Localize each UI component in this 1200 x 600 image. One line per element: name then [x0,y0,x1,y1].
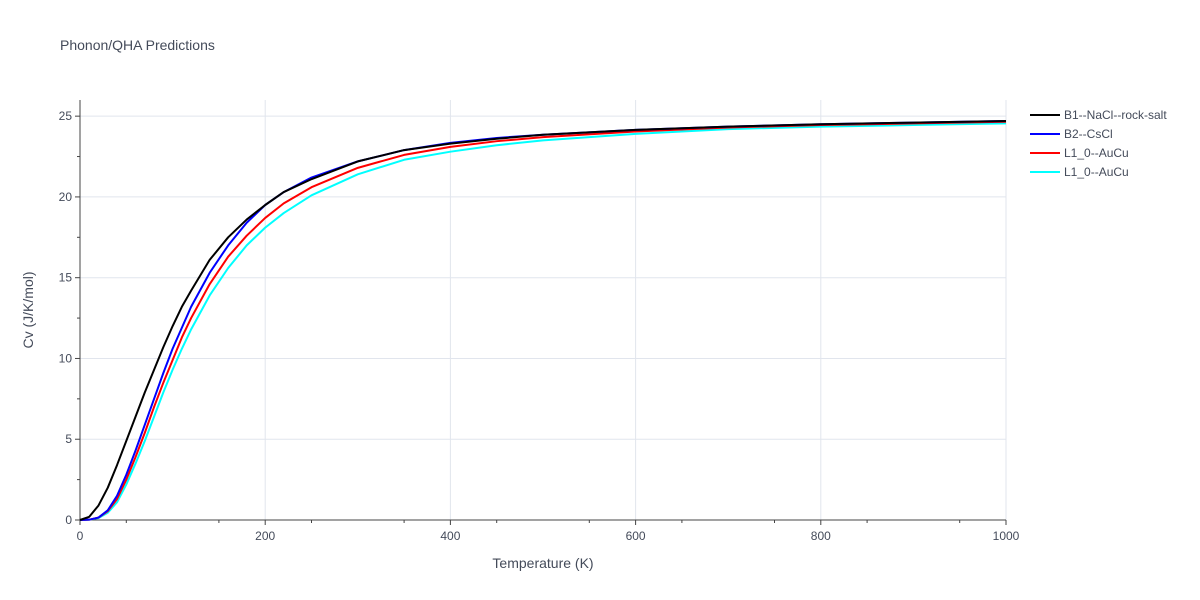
y-tick-label: 5 [65,432,72,446]
axes [75,100,1007,525]
y-tick-label: 20 [59,190,73,204]
x-tick-label: 0 [77,529,84,543]
series-line-3[interactable] [79,122,1007,521]
x-tick-labels: 0 200 400 600 800 1000 [77,529,1020,543]
x-tick-label: 1000 [993,529,1020,543]
series-group [79,120,1007,521]
legend-item-2[interactable]: L1_0--AuCu [1030,146,1129,160]
x-tick-label: 200 [255,529,275,543]
y-tick-label: 15 [59,271,73,285]
chart-title: Phonon/QHA Predictions [60,37,215,53]
series-line-2[interactable] [79,120,1007,521]
y-axis-title: Cv (J/K/mol) [20,272,36,349]
grid [80,100,1007,520]
y-tick-label: 10 [59,351,73,365]
y-tick-label: 0 [65,513,72,527]
x-tick-label: 400 [440,529,460,543]
series-line-0[interactable] [79,120,1007,521]
y-tick-labels: 0 5 10 15 20 25 [59,109,73,527]
legend-label: B2--CsCl [1064,127,1113,141]
legend-item-3[interactable]: L1_0--AuCu [1030,165,1129,179]
legend-label: L1_0--AuCu [1064,146,1129,160]
y-tick-label: 25 [59,109,73,123]
legend-item-1[interactable]: B2--CsCl [1030,127,1113,141]
x-tick-label: 600 [626,529,646,543]
legend-label: B1--NaCl--rock-salt [1064,108,1167,122]
legend[interactable]: B1--NaCl--rock-salt B2--CsCl L1_0--AuCu L1_… [1030,108,1167,179]
legend-label: L1_0--AuCu [1064,165,1129,179]
x-axis-title: Temperature (K) [492,555,593,571]
x-tick-label: 800 [811,529,831,543]
series-line-1[interactable] [79,120,1007,521]
legend-item-0[interactable]: B1--NaCl--rock-salt [1030,108,1167,122]
